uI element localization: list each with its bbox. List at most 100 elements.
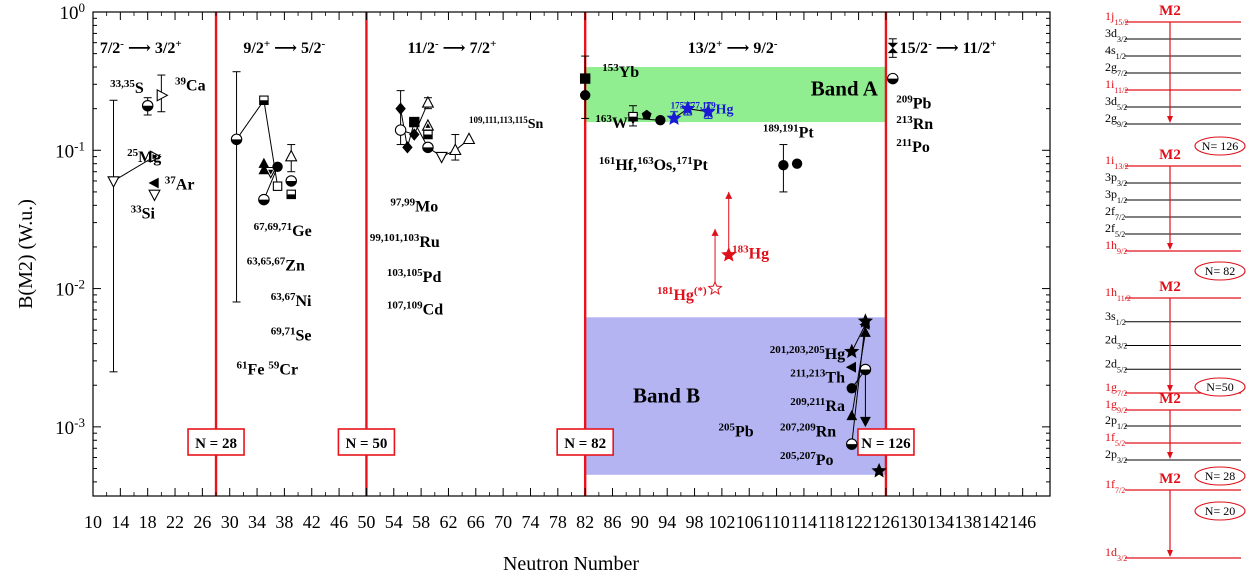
- marker-triangle: [107, 176, 120, 189]
- label-text: 3/2: [1117, 554, 1127, 563]
- label-text: 1/2: [1116, 317, 1126, 326]
- x-tick-label: 98: [686, 512, 704, 532]
- label-superscript: 205: [718, 422, 735, 434]
- label-superscript: 209,211: [790, 396, 825, 408]
- x-tick-label: 86: [604, 512, 622, 532]
- marker-star: [721, 247, 737, 262]
- magic-ellipse: [1194, 466, 1246, 486]
- marker-half-fill: [422, 147, 434, 153]
- nucleus-label: 175,177,179Hg: [671, 100, 734, 117]
- label-text: 9/2: [243, 40, 263, 57]
- label-superscript: 33: [131, 204, 143, 216]
- label-text: 11/2: [1117, 294, 1131, 303]
- data-point: [628, 111, 638, 122]
- marker-triangle: [846, 409, 858, 421]
- label-text: 1g: [1105, 380, 1117, 394]
- label-text: Ni: [295, 293, 312, 310]
- label-text: Ar: [176, 177, 195, 194]
- label-text: 10: [55, 280, 74, 301]
- y-tick-label: 10-2: [55, 276, 85, 301]
- level-label: 3p3/2: [1105, 170, 1127, 188]
- nucleus-label: 25Mg: [127, 147, 161, 166]
- label-text: 11/2: [407, 40, 435, 57]
- marker-triangle: [462, 132, 476, 145]
- x-tick-label: 138: [954, 512, 981, 532]
- band-rect: [585, 317, 886, 475]
- label-superscript: 201,203,205: [770, 344, 826, 356]
- label-text: 1h: [1105, 285, 1117, 299]
- data-point: [778, 144, 789, 193]
- label-superscript: 67,69,71: [254, 221, 293, 233]
- marker-half-fill: [860, 369, 871, 375]
- label-text: 2g: [1105, 60, 1117, 74]
- label-text: 5/2: [1115, 439, 1125, 448]
- nucleus-label: 67,69,71Ge: [254, 221, 312, 240]
- magic-box-frame: [857, 428, 915, 456]
- data-point: [579, 76, 591, 119]
- data-point: [285, 175, 297, 187]
- label-superscript: -: [774, 38, 778, 50]
- label-text: 2p: [1105, 447, 1117, 461]
- label-superscript: -2: [74, 276, 85, 291]
- x-tick-label: 142: [982, 512, 1009, 532]
- label-text: 3/2: [1117, 456, 1127, 465]
- label-text: 1f: [1105, 430, 1115, 444]
- nucleus-label: 33Si: [131, 204, 156, 223]
- label-superscript: 211,213: [790, 367, 826, 379]
- data-point: [846, 409, 858, 421]
- label-text: 10: [60, 3, 79, 24]
- data-point: [409, 128, 420, 141]
- label-superscript: 63,67: [271, 291, 296, 303]
- arrow-head: [711, 228, 719, 236]
- level-label: 3d3/2: [1105, 26, 1127, 44]
- marker-half-fill: [259, 100, 269, 105]
- data-point: [230, 71, 243, 303]
- x-tick-label: 110: [763, 512, 789, 532]
- label-text: W: [612, 115, 628, 132]
- label-superscript: 97,99: [390, 197, 415, 209]
- data-point: [259, 95, 269, 106]
- magic-ellipse-label: N= 126: [1202, 139, 1238, 153]
- label-text: 1/2: [1117, 422, 1127, 431]
- marker-triangle: [148, 177, 159, 189]
- label-text: Pd: [423, 269, 442, 286]
- label-text: 1/2: [1116, 52, 1126, 61]
- label-superscript: +: [175, 38, 181, 50]
- label-text: Os,: [654, 157, 677, 174]
- marker-half-fill: [268, 169, 274, 175]
- nucleus-label: 211,213Th: [790, 367, 845, 386]
- marker-half-fill: [423, 134, 433, 139]
- level-group: 1j15/23d3/24s1/22g7/21i11/23d5/22g9/2M2N…: [1105, 3, 1246, 156]
- level-label: 1d3/2: [1105, 545, 1127, 563]
- label-text: Cd: [423, 301, 444, 318]
- y-tick-label: 100: [60, 0, 86, 24]
- marker-triangle: [148, 189, 161, 202]
- nucleus-label: 183Hg: [732, 243, 769, 262]
- label-superscript: 0: [79, 0, 86, 15]
- label-text: 2p: [1105, 413, 1117, 427]
- label-superscript: 189,191: [763, 122, 799, 134]
- data-point: [148, 177, 159, 189]
- x-tick-label: 90: [631, 512, 649, 532]
- label-text: Fe: [248, 361, 269, 378]
- data-point: [258, 193, 270, 206]
- data-point: [871, 462, 887, 478]
- label-superscript: 209: [896, 94, 913, 106]
- label-superscript: 69,71: [271, 326, 296, 338]
- level-label: 1i13/2: [1105, 153, 1129, 171]
- data-point: [149, 150, 162, 163]
- label-text: 3p: [1105, 170, 1117, 184]
- x-tick-label: 62: [439, 512, 457, 532]
- nucleus-label: 209,211Ra: [790, 396, 845, 415]
- marker-circle: [778, 160, 789, 171]
- marker-star: [707, 280, 723, 296]
- label-text: Po: [816, 452, 834, 469]
- marker-square: [409, 116, 420, 128]
- data-point: [680, 100, 696, 116]
- label-text: 2d: [1105, 333, 1117, 347]
- x-tick-label: 118: [818, 512, 844, 532]
- magic-box-frame: [187, 428, 245, 456]
- marker-triangle: [435, 151, 448, 164]
- x-tick-label: 78: [549, 512, 567, 532]
- arrow-head: [725, 191, 733, 199]
